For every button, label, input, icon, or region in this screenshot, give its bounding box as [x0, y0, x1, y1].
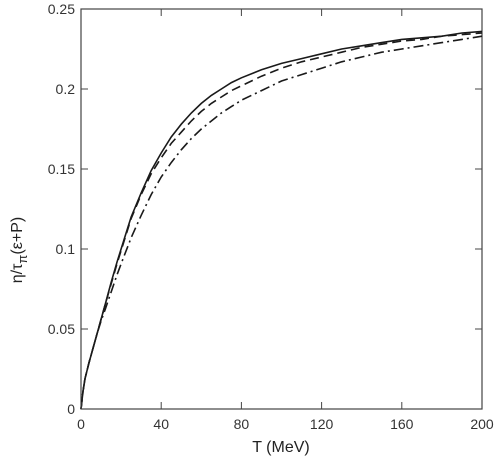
- plot-area-frame: [80, 8, 483, 410]
- x-tick-label: 160: [390, 416, 414, 432]
- y-tick-label: 0.05: [48, 321, 75, 337]
- x-axis-title: T (MeV): [252, 439, 309, 456]
- axis-ticks: [80, 8, 483, 410]
- y-tick-label: 0: [67, 401, 75, 417]
- y-tick-label: 0.15: [48, 161, 75, 177]
- y-axis-title-eta: η/τ: [9, 263, 26, 283]
- y-axis-title: η/τπ(ε+P): [9, 217, 30, 283]
- x-tick-label: 40: [153, 416, 169, 432]
- y-tick-label: 0.2: [56, 81, 76, 97]
- x-tick-labels: 0 40 80 120 160 200: [77, 416, 494, 432]
- y-tick-label: 0.1: [56, 241, 76, 257]
- x-tick-label: 0: [77, 416, 85, 432]
- series-line-solid: [80, 30, 483, 410]
- y-axis-title-pi: π: [15, 255, 30, 264]
- y-tick-labels: 0 0.05 0.1 0.15 0.2 0.25: [48, 1, 75, 417]
- plot-border: [80, 8, 483, 410]
- x-tick-label: 120: [310, 416, 334, 432]
- y-axis-title-rest: (ε+P): [9, 217, 26, 255]
- x-tick-label: 80: [234, 416, 250, 432]
- y-tick-label: 0.25: [48, 1, 75, 17]
- series-line-dashed: [80, 32, 483, 410]
- x-tick-label: 200: [470, 416, 494, 432]
- series-line-dashdot: [80, 35, 483, 410]
- series-lines: [80, 30, 483, 410]
